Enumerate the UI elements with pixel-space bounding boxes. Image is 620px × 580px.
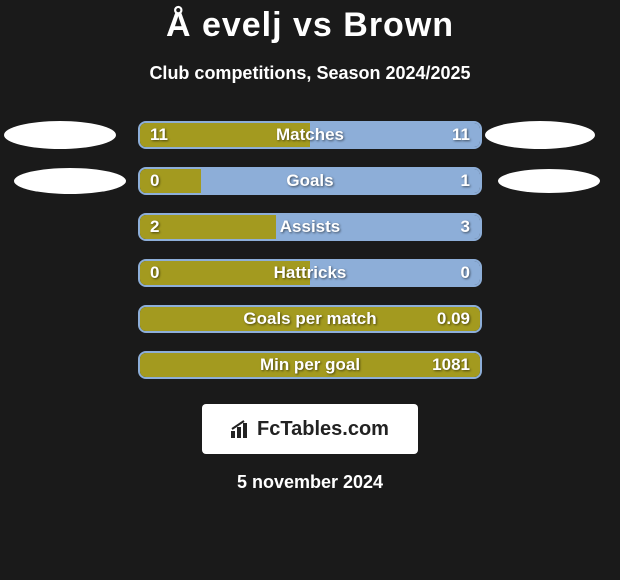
stat-value-right: 3 [461, 217, 470, 237]
stat-row: 1081 Min per goal [10, 342, 610, 388]
stat-bar-right [201, 169, 480, 193]
fctables-logo: FcTables.com [202, 404, 418, 454]
player-badge-ellipse [4, 121, 116, 149]
stat-label: Assists [280, 217, 340, 237]
player-badge-ellipse [485, 121, 595, 149]
stat-row: 2 3 Assists [10, 204, 610, 250]
stat-value-left: 0 [150, 263, 159, 283]
stat-bar: 2 3 Assists [138, 213, 482, 241]
stat-value-left: 2 [150, 217, 159, 237]
stat-bar: 0 0 Hattricks [138, 259, 482, 287]
stat-bar: 0.09 Goals per match [138, 305, 482, 333]
stat-value-left: 0 [150, 171, 159, 191]
stat-value-right: 0.09 [437, 309, 470, 329]
stat-label: Matches [276, 125, 344, 145]
stat-label: Goals per match [243, 309, 376, 329]
player-badge-ellipse [498, 169, 600, 193]
stat-label: Goals [286, 171, 333, 191]
logo-text: FcTables.com [257, 418, 389, 441]
comparison-chart: 11 11 Matches 0 1 Goals 2 3 Assists 0 0 Hattricks 0.… [0, 112, 620, 388]
stat-bar: 11 11 Matches [138, 121, 482, 149]
footer-date: 5 november 2024 [0, 472, 620, 493]
stat-value-right: 1081 [432, 355, 470, 375]
player-badge-ellipse [14, 168, 126, 194]
stat-bar: 1081 Min per goal [138, 351, 482, 379]
subtitle: Club competitions, Season 2024/2025 [0, 63, 620, 84]
stat-label: Hattricks [274, 263, 347, 283]
stat-bar: 0 1 Goals [138, 167, 482, 195]
stat-row: 0.09 Goals per match [10, 296, 610, 342]
stat-value-right: 11 [452, 125, 470, 145]
bar-chart-icon [231, 420, 251, 438]
stat-value-left: 11 [150, 125, 168, 145]
stat-row: 0 0 Hattricks [10, 250, 610, 296]
stat-bar-left [140, 215, 276, 239]
stat-value-right: 1 [461, 171, 470, 191]
stat-label: Min per goal [260, 355, 360, 375]
page-title: Å evelj vs Brown [0, 0, 620, 45]
stat-value-right: 0 [461, 263, 470, 283]
